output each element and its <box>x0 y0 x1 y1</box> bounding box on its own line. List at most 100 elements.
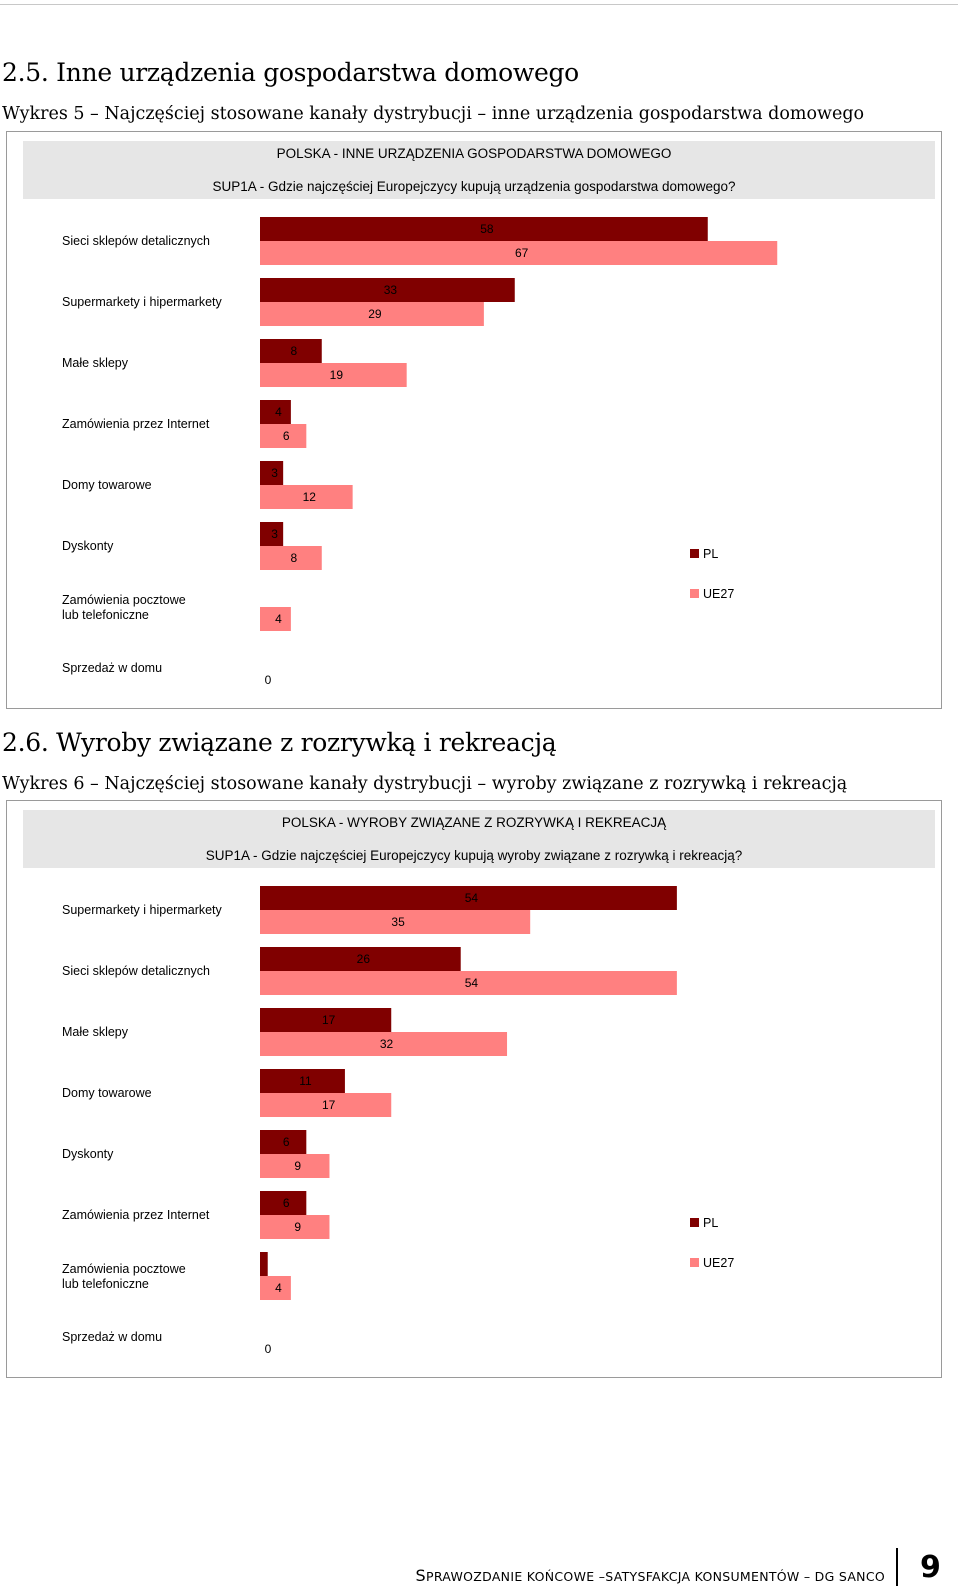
bar-ue27 <box>260 910 531 934</box>
bar-pl <box>260 278 515 302</box>
chart-title: POLSKA - INNE URZĄDZENIA GOSPODARSTWA DO… <box>277 146 672 161</box>
data-label-pl: 17 <box>322 1013 336 1027</box>
bar-pl <box>260 1191 307 1215</box>
data-label-ue27: 8 <box>291 551 298 565</box>
footer-divider <box>896 1548 898 1586</box>
bar-ue27 <box>260 363 407 387</box>
bar-ue27 <box>260 1032 508 1056</box>
chart-5-svg: POLSKA - INNE URZĄDZENIA GOSPODARSTWA DO… <box>23 141 935 687</box>
bar-ue27 <box>260 546 322 570</box>
bar-pl <box>260 947 461 971</box>
data-label-pl: 8 <box>291 344 298 358</box>
chart-header-band <box>23 141 935 199</box>
data-label-ue27: 29 <box>368 307 382 321</box>
bar-ue27 <box>260 424 307 448</box>
category-label: Dyskonty <box>62 1147 114 1161</box>
category-label: Sprzedaż w domu <box>62 1330 162 1344</box>
bar-ue27 <box>260 1154 330 1178</box>
footer-title: SPRAWOZDANIE KOŃCOWE –SATYSFAKCJA KONSUM… <box>415 1566 885 1585</box>
page-footer: SPRAWOZDANIE KOŃCOWE –SATYSFAKCJA KONSUM… <box>0 1548 960 1588</box>
legend-swatch-pl <box>690 549 699 558</box>
category-label: lub telefoniczne <box>62 1277 149 1291</box>
top-rule <box>0 4 958 5</box>
data-label-pl: 6 <box>283 1135 290 1149</box>
category-label: Supermarkety i hipermarkety <box>62 295 223 309</box>
legend-swatch-ue27 <box>690 589 699 598</box>
bar-pl <box>260 1008 392 1032</box>
bar-ue27 <box>260 241 778 265</box>
legend-label-pl: PL <box>703 547 718 561</box>
bar-pl <box>260 522 284 546</box>
bar-ue27 <box>260 971 677 995</box>
data-label-pl: 3 <box>271 466 278 480</box>
data-label-ue27: 0 <box>265 673 272 687</box>
chart-5: POLSKA - INNE URZĄDZENIA GOSPODARSTWA DO… <box>6 131 942 709</box>
bar-ue27 <box>260 302 484 326</box>
category-label: Zamówienia przez Internet <box>62 417 210 431</box>
data-label-ue27: 54 <box>465 976 479 990</box>
data-label-pl: 3 <box>271 527 278 541</box>
bar-ue27 <box>260 607 291 631</box>
chart-subtitle: SUP1A - Gdzie najczęściej Europejczycy k… <box>206 848 742 863</box>
bar-pl <box>260 461 284 485</box>
category-label: Zamówienia przez Internet <box>62 1208 210 1222</box>
chart-title: POLSKA - WYROBY ZWIĄZANE Z ROZRYWKĄ I RE… <box>282 815 667 830</box>
data-label-ue27: 6 <box>283 429 290 443</box>
legend-label-pl: PL <box>703 1216 718 1230</box>
section-heading-2-5: 2.5. Inne urządzenia gospodarstwa domowe… <box>2 58 579 87</box>
chart-6-svg: POLSKA - WYROBY ZWIĄZANE Z ROZRYWKĄ I RE… <box>23 810 935 1356</box>
bar-pl <box>260 1069 345 1093</box>
category-label: Małe sklepy <box>62 356 129 370</box>
category-label: Zamówienia pocztowe <box>62 1262 186 1276</box>
legend-label-ue27: UE27 <box>703 587 734 601</box>
chart-subtitle: SUP1A - Gdzie najczęściej Europejczycy k… <box>212 179 735 194</box>
data-label-pl: 4 <box>275 405 282 419</box>
bar-ue27 <box>260 1215 330 1239</box>
data-label-pl: 26 <box>357 952 371 966</box>
data-label-ue27: 0 <box>265 1342 272 1356</box>
data-label-pl: 54 <box>465 891 479 905</box>
data-label-ue27: 4 <box>275 612 282 626</box>
data-label-pl: 58 <box>480 222 494 236</box>
category-label: Zamówienia pocztowe <box>62 593 186 607</box>
data-label-ue27: 9 <box>294 1159 301 1173</box>
legend-swatch-ue27 <box>690 1258 699 1267</box>
bar-pl <box>260 1130 307 1154</box>
section-heading-2-6: 2.6. Wyroby związane z rozrywką i rekrea… <box>2 728 557 757</box>
category-label: Supermarkety i hipermarkety <box>62 903 223 917</box>
bar-ue27 <box>260 485 353 509</box>
chart-header-band <box>23 810 935 868</box>
bar-pl <box>260 886 677 910</box>
bar-pl <box>260 217 708 241</box>
chart-caption-6: Wykres 6 – Najczęściej stosowane kanały … <box>2 774 848 794</box>
category-label: Domy towarowe <box>62 1086 152 1100</box>
data-label-pl: 11 <box>299 1074 312 1088</box>
chart-caption-5: Wykres 5 – Najczęściej stosowane kanały … <box>2 104 865 124</box>
chart-6: POLSKA - WYROBY ZWIĄZANE Z ROZRYWKĄ I RE… <box>6 800 942 1378</box>
bar-pl <box>260 1252 268 1276</box>
bar-pl <box>260 339 322 363</box>
category-label: Małe sklepy <box>62 1025 129 1039</box>
category-label: Domy towarowe <box>62 478 152 492</box>
data-label-pl: 33 <box>384 283 398 297</box>
data-label-ue27: 32 <box>380 1037 394 1051</box>
bar-ue27 <box>260 1093 392 1117</box>
legend-swatch-pl <box>690 1218 699 1227</box>
category-label: Sieci sklepów detalicznych <box>62 964 210 978</box>
page-number: 9 <box>920 1550 941 1585</box>
data-label-ue27: 9 <box>294 1220 301 1234</box>
legend-label-ue27: UE27 <box>703 1256 734 1270</box>
data-label-ue27: 67 <box>515 246 529 260</box>
data-label-ue27: 4 <box>275 1281 282 1295</box>
bar-pl <box>260 400 291 424</box>
category-label: Dyskonty <box>62 539 114 553</box>
data-label-pl: 6 <box>283 1196 290 1210</box>
data-label-ue27: 12 <box>303 490 317 504</box>
data-label-ue27: 19 <box>330 368 344 382</box>
data-label-ue27: 35 <box>391 915 405 929</box>
category-label: Sieci sklepów detalicznych <box>62 234 210 248</box>
category-label: Sprzedaż w domu <box>62 661 162 675</box>
category-label: lub telefoniczne <box>62 608 149 622</box>
data-label-ue27: 17 <box>322 1098 336 1112</box>
bar-ue27 <box>260 1276 291 1300</box>
